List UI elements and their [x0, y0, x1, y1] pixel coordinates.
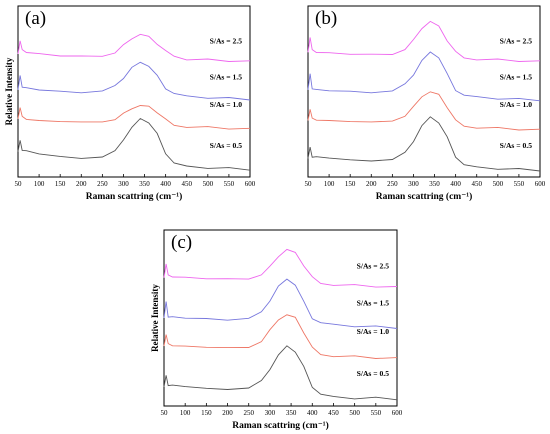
- series-line-4: [307, 116, 541, 172]
- x-tick-label: 200: [76, 180, 87, 188]
- panel-label: (a): [25, 8, 46, 29]
- series-label: S/As = 2.5: [210, 37, 243, 46]
- y-axis-label: Relative Intensity: [150, 284, 160, 352]
- series-line-3: [163, 314, 398, 359]
- series-line-4: [17, 117, 251, 171]
- series-line-3: [307, 91, 541, 131]
- x-tick-label: 350: [429, 180, 440, 188]
- chart-panel-2: 50 100 150 200 250 300 350 400 450 500 550 600 Raman…: [305, 5, 546, 202]
- series-line-2: [307, 51, 541, 102]
- x-tick-label: 500: [203, 180, 214, 188]
- x-tick-label: 550: [514, 180, 525, 188]
- x-tick-label: 450: [181, 180, 192, 188]
- x-tick-label: 600: [245, 180, 256, 188]
- series-line-1: [17, 33, 251, 62]
- panel-label: (c): [171, 232, 192, 253]
- series-line-1: [163, 248, 398, 288]
- x-tick-label: 150: [55, 180, 66, 188]
- x-axis-label: Raman scattring (cm⁻¹): [86, 191, 183, 202]
- x-tick-label: 600: [392, 409, 403, 417]
- x-tick-label: 400: [307, 409, 318, 417]
- chart-panel-3: 50 100 150 200 250 300 350 400 450 500 550 600 Raman…: [150, 229, 403, 431]
- x-tick-label: 150: [201, 409, 212, 417]
- x-tick-label: 600: [535, 180, 546, 188]
- series-label: S/As = 0.5: [210, 141, 243, 150]
- plot-frame: [307, 5, 541, 178]
- panel-label: (b): [315, 8, 337, 29]
- series-label: S/As = 2.5: [357, 262, 390, 271]
- x-tick-label: 550: [224, 180, 235, 188]
- series-line-4: [163, 345, 398, 401]
- x-axis-label: Raman scattring (cm⁻¹): [232, 420, 329, 431]
- x-tick-label: 500: [349, 409, 360, 417]
- x-tick-label: 500: [493, 180, 504, 188]
- x-tick-label: 250: [387, 180, 398, 188]
- plot-frame: [17, 5, 251, 178]
- series-label: S/As = 2.5: [500, 37, 533, 46]
- x-tick-label: 300: [265, 409, 276, 417]
- x-tick-label: 250: [243, 409, 254, 417]
- chart-panel-1: 50 100 150 200 250 300 350 400 450 500 550 600 Raman…: [4, 5, 256, 202]
- series-label: S/As = 1.0: [210, 100, 243, 109]
- x-tick-label: 350: [286, 409, 297, 417]
- series-line-2: [17, 61, 251, 101]
- series-label: S/As = 1.5: [210, 73, 243, 82]
- x-tick-label: 400: [450, 180, 461, 188]
- y-axis-label: Relative Intensity: [4, 57, 14, 125]
- x-tick-label: 450: [471, 180, 482, 188]
- x-tick-label: 350: [139, 180, 150, 188]
- series-label: S/As = 0.5: [357, 369, 390, 378]
- x-tick-label: 50: [305, 180, 313, 188]
- x-tick-label: 50: [15, 180, 23, 188]
- x-tick-label: 200: [222, 409, 233, 417]
- series-label: S/As = 0.5: [500, 141, 533, 150]
- series-line-2: [163, 278, 398, 329]
- series-label: S/As = 1.0: [357, 327, 390, 336]
- series-label: S/As = 1.0: [500, 100, 533, 109]
- x-tick-label: 550: [371, 409, 382, 417]
- x-tick-label: 50: [161, 409, 169, 417]
- x-tick-label: 300: [118, 180, 129, 188]
- series-line-3: [17, 105, 251, 130]
- x-tick-label: 150: [345, 180, 356, 188]
- x-tick-label: 250: [97, 180, 108, 188]
- x-tick-label: 100: [324, 180, 335, 188]
- series-label: S/As = 1.5: [357, 299, 390, 308]
- x-tick-label: 300: [408, 180, 419, 188]
- x-axis-label: Raman scattring (cm⁻¹): [376, 191, 473, 202]
- x-tick-label: 200: [366, 180, 377, 188]
- x-tick-label: 100: [34, 180, 45, 188]
- x-tick-label: 450: [328, 409, 339, 417]
- x-tick-label: 400: [160, 180, 171, 188]
- series-line-1: [307, 20, 541, 62]
- x-tick-label: 100: [180, 409, 191, 417]
- series-label: S/As = 1.5: [500, 73, 533, 82]
